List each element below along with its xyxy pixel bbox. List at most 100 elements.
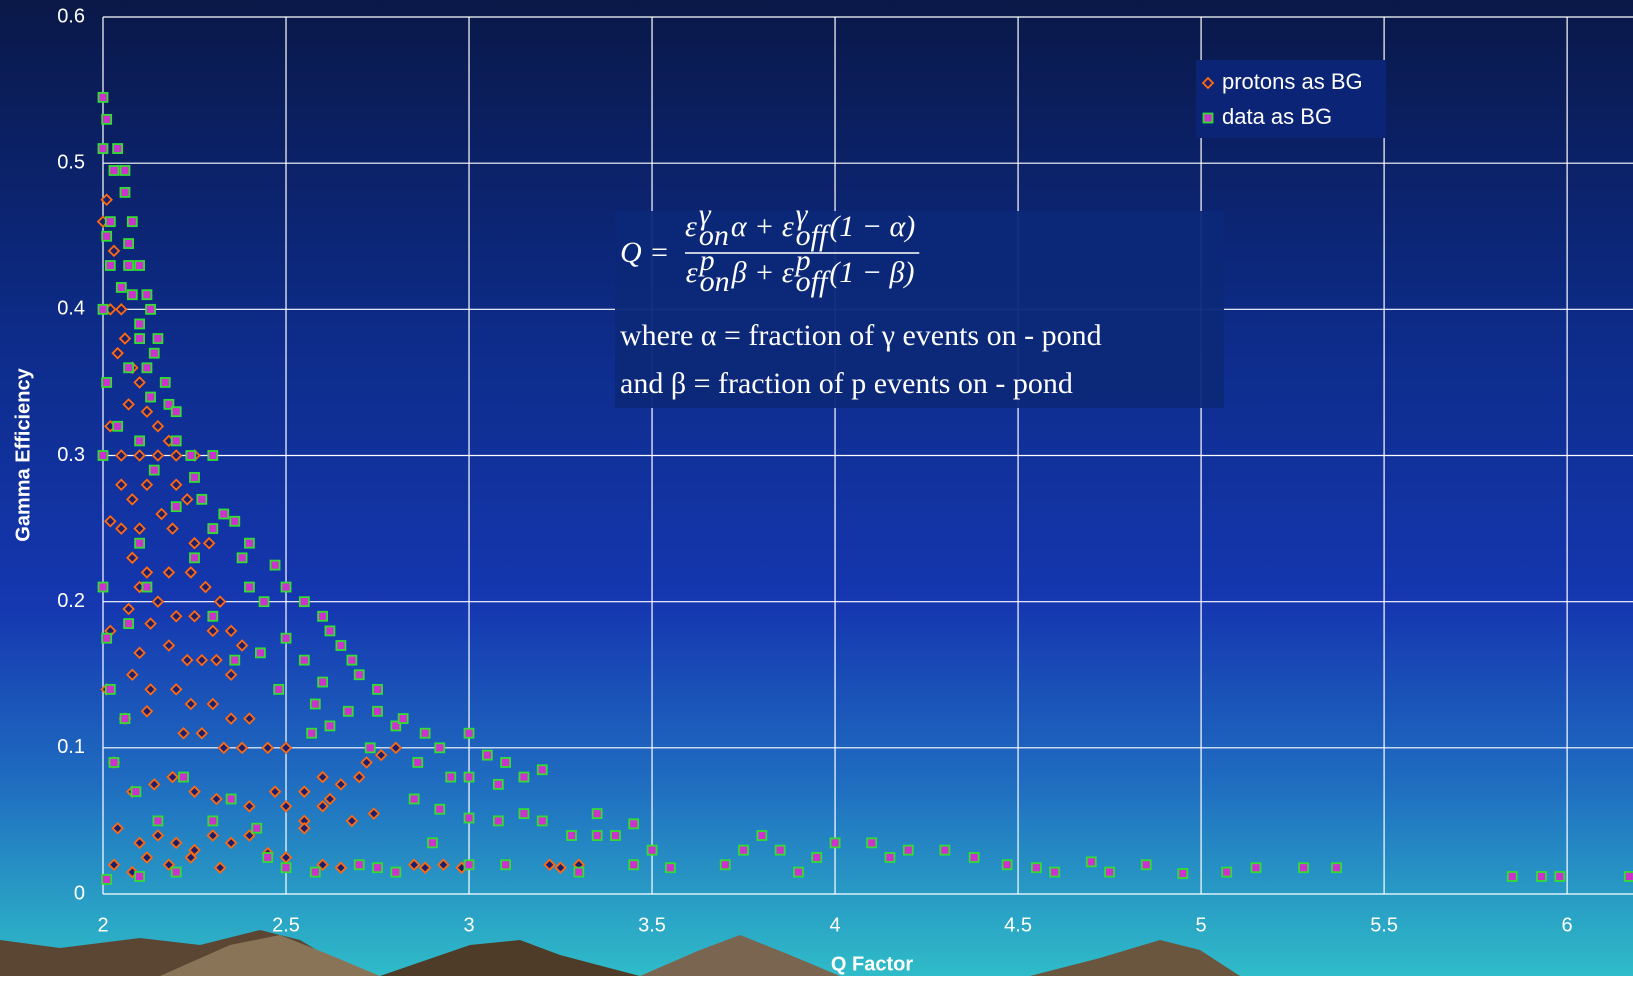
- point: [298, 654, 310, 666]
- point: [244, 537, 255, 549]
- point: [902, 844, 914, 856]
- point: [334, 778, 348, 791]
- point: [360, 756, 373, 769]
- point: [101, 230, 113, 242]
- point: [115, 449, 128, 462]
- point: [236, 552, 248, 564]
- point: [610, 830, 621, 841]
- point: [130, 786, 142, 798]
- point: [170, 406, 182, 418]
- point: [210, 653, 223, 667]
- point: [126, 493, 139, 506]
- point: [97, 143, 109, 154]
- point: [133, 376, 146, 389]
- x-tick-label: 5: [1196, 914, 1207, 936]
- point: [1250, 862, 1262, 874]
- formula-sub: on: [699, 219, 729, 252]
- point: [1298, 862, 1309, 874]
- point: [427, 837, 438, 849]
- point: [374, 748, 388, 762]
- point: [719, 859, 731, 871]
- point: [342, 705, 354, 717]
- legend-label: data as BG: [1222, 104, 1332, 129]
- point: [412, 757, 424, 768]
- point: [224, 712, 238, 725]
- legend-marker: [1201, 76, 1215, 90]
- point: [133, 836, 146, 850]
- point: [104, 260, 116, 271]
- point: [316, 800, 329, 813]
- point: [133, 449, 146, 462]
- formula-text: (1 − α): [829, 210, 915, 243]
- point: [184, 697, 198, 711]
- point: [97, 91, 109, 103]
- point: [317, 676, 329, 688]
- formula-sub: on: [700, 265, 730, 298]
- point: [280, 581, 292, 593]
- point: [134, 333, 146, 344]
- point: [100, 193, 113, 206]
- point: [1331, 862, 1342, 874]
- point: [140, 851, 154, 864]
- point: [279, 800, 293, 813]
- point: [115, 282, 127, 293]
- point: [243, 800, 256, 813]
- y-tick-label: 0.3: [57, 444, 85, 466]
- point: [811, 852, 823, 863]
- point: [225, 793, 237, 805]
- point: [180, 493, 194, 506]
- point: [104, 515, 117, 528]
- point: [169, 478, 183, 492]
- point: [126, 216, 138, 228]
- point: [268, 785, 282, 798]
- point: [147, 778, 161, 791]
- point: [390, 866, 402, 878]
- point: [389, 741, 403, 755]
- mountain: [160, 935, 380, 976]
- point: [298, 785, 311, 798]
- point: [119, 713, 131, 724]
- point: [101, 113, 113, 125]
- point: [317, 610, 329, 622]
- point: [591, 808, 603, 820]
- point: [141, 581, 153, 593]
- point: [159, 377, 171, 388]
- formula-box: [615, 211, 1224, 408]
- point: [184, 851, 198, 864]
- point: [141, 362, 153, 374]
- point: [151, 449, 165, 462]
- point: [437, 858, 450, 872]
- point: [434, 803, 446, 815]
- formula-sub: off: [796, 265, 831, 298]
- point: [316, 770, 329, 784]
- point: [112, 143, 124, 154]
- point: [122, 398, 135, 411]
- point: [323, 792, 337, 806]
- x-tick-label: 6: [1562, 914, 1573, 936]
- point: [345, 814, 359, 828]
- point: [177, 726, 190, 740]
- point: [123, 362, 135, 374]
- mountains: [0, 930, 1240, 976]
- formula-sub: off: [796, 219, 831, 252]
- point: [1221, 866, 1233, 878]
- point: [1001, 859, 1013, 871]
- point: [166, 522, 179, 535]
- y-axis-title: Gamma Efficiency: [12, 367, 34, 541]
- point: [261, 741, 274, 755]
- point: [101, 873, 113, 885]
- point: [269, 559, 281, 571]
- point: [97, 581, 109, 593]
- point: [390, 720, 402, 732]
- point: [170, 501, 182, 513]
- point: [126, 551, 139, 565]
- point: [224, 668, 238, 682]
- point: [229, 515, 241, 527]
- point: [170, 435, 182, 447]
- point: [178, 771, 189, 783]
- legend-marker: [1202, 112, 1214, 124]
- mountain: [640, 935, 840, 976]
- point: [262, 852, 274, 863]
